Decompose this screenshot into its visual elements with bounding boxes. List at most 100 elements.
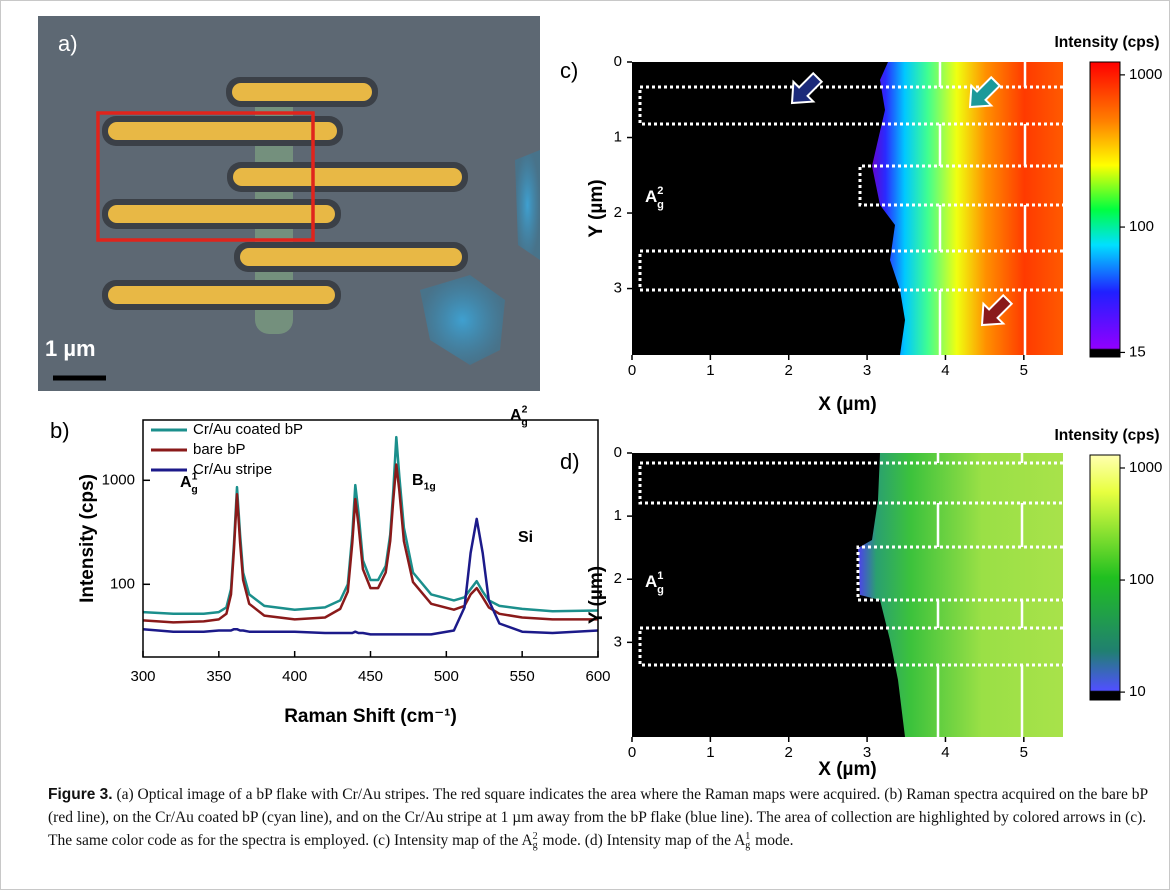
caption-mode-sup: 2 <box>532 831 538 843</box>
colorbar <box>1089 61 1121 358</box>
label-base: Si <box>518 529 533 546</box>
panel-label: d) <box>560 449 580 474</box>
stripe-outline <box>638 626 1063 667</box>
y-tick-label: 3 <box>614 633 622 650</box>
stripes <box>108 83 462 304</box>
label-base: A <box>510 407 522 424</box>
label-sup: 2 <box>522 404 528 415</box>
rich-label: A2 g <box>645 185 664 211</box>
rich-label: Si <box>518 529 533 546</box>
caption-text: mode. <box>751 832 794 849</box>
x-tick-label: 3 <box>863 362 871 379</box>
caption-label: Figure 3. <box>48 786 113 803</box>
x-tick-label: 450 <box>358 668 383 685</box>
plot-frame <box>142 419 599 658</box>
rich-label: A2 g <box>510 404 528 428</box>
x-tick-label: 3 <box>863 744 871 761</box>
y-tick-label: 1 <box>614 128 622 145</box>
x-tick-label: 5 <box>1020 744 1028 761</box>
y-tick-label: 2 <box>614 570 622 587</box>
label-base: A <box>645 572 657 591</box>
y-tick-label: 1 <box>614 507 622 524</box>
rich-label: B1g <box>412 472 436 492</box>
colorbar-title: Intensity (cps) <box>1054 427 1159 444</box>
x-tick-label: 550 <box>510 668 535 685</box>
stripe-outline <box>638 85 1063 126</box>
stripe-outline <box>638 461 1063 505</box>
caption-text: mode. (d) Intensity map of the <box>538 832 735 849</box>
collection-arrow <box>980 293 1014 327</box>
map-signal <box>858 453 1063 737</box>
label-base: B <box>412 472 424 489</box>
collection-arrow <box>790 71 824 105</box>
caption-text: (a) Optical image of a bP flake with Cr/… <box>48 786 1148 849</box>
label-sub: g <box>657 199 664 211</box>
colorbar-tick-label: 100 <box>1129 571 1154 588</box>
x-axis-label: X (µm) <box>818 394 876 415</box>
x-tick-label: 400 <box>282 668 307 685</box>
stripe-outline <box>638 249 1063 292</box>
y-tick-label: 3 <box>614 280 622 297</box>
colorbar-tick-label: 15 <box>1129 343 1146 360</box>
label-sup: 1 <box>657 570 663 582</box>
y-axis-label: Y (µm) <box>586 566 607 624</box>
caption-mode-sup: 1 <box>745 831 751 843</box>
x-tick-label: 5 <box>1020 362 1028 379</box>
y-tick-label: 100 <box>110 575 135 592</box>
panel-label: c) <box>560 58 578 83</box>
panel-label: b) <box>50 418 70 443</box>
x-tick-label: 4 <box>941 744 949 761</box>
caption-mode: A <box>734 832 746 849</box>
colorbar-tick-label: 100 <box>1129 218 1154 235</box>
collection-arrow <box>968 75 1002 109</box>
colorbar-title: Intensity (cps) <box>1054 34 1159 51</box>
y-axis-label: Y (µm) <box>586 179 607 237</box>
spectrum-line <box>142 463 598 624</box>
map-area-box <box>96 111 315 242</box>
rich-label: A1 g <box>180 471 198 495</box>
label-sub: g <box>521 417 527 428</box>
x-axis-label: X (µm) <box>818 759 876 780</box>
spectrum-line <box>142 517 599 636</box>
colorbar-tick-label: 1000 <box>1129 66 1162 83</box>
rich-label: A1 g <box>645 570 664 596</box>
stripe-outline <box>858 164 1063 207</box>
label-sub: g <box>191 484 197 495</box>
x-tick-label: 2 <box>785 744 793 761</box>
label-base: A <box>180 474 192 491</box>
x-tick-label: 500 <box>434 668 459 685</box>
caption-mode-sub: g <box>745 840 751 852</box>
y-tick-label: 0 <box>614 53 622 70</box>
x-tick-label: 600 <box>585 668 610 685</box>
x-tick-label: 1 <box>706 744 714 761</box>
colorbar-tick-label: 10 <box>1129 683 1146 700</box>
y-tick-label: 2 <box>614 204 622 221</box>
x-tick-label: 300 <box>130 668 155 685</box>
x-tick-label: 1 <box>706 362 714 379</box>
y-tick-label: 1000 <box>102 471 135 488</box>
colorbar-tick-label: 1000 <box>1129 459 1162 476</box>
x-tick-label: 2 <box>785 362 793 379</box>
flake <box>420 275 505 365</box>
label-sup: 2 <box>657 185 663 197</box>
map-signal <box>872 62 1063 355</box>
legend-label: Cr/Au coated bP <box>193 421 303 438</box>
label-base: A <box>645 187 657 206</box>
legend-label: Cr/Au stripe <box>193 461 272 478</box>
label-sup: 1 <box>192 471 198 482</box>
x-tick-label: 0 <box>628 362 636 379</box>
caption-mode: A <box>521 832 533 849</box>
caption-mode-sub: g <box>532 840 538 852</box>
y-axis-label: Intensity (cps) <box>77 474 98 603</box>
legend-label: bare bP <box>193 441 246 458</box>
y-tick-label: 0 <box>614 444 622 461</box>
stripe-outline <box>856 545 1063 602</box>
caption: Figure 3. (a) Optical image of a bP flak… <box>48 783 1148 852</box>
panel-label: a) <box>58 31 78 56</box>
flake <box>515 150 540 260</box>
scale-bar-label: 1 µm <box>45 336 96 361</box>
